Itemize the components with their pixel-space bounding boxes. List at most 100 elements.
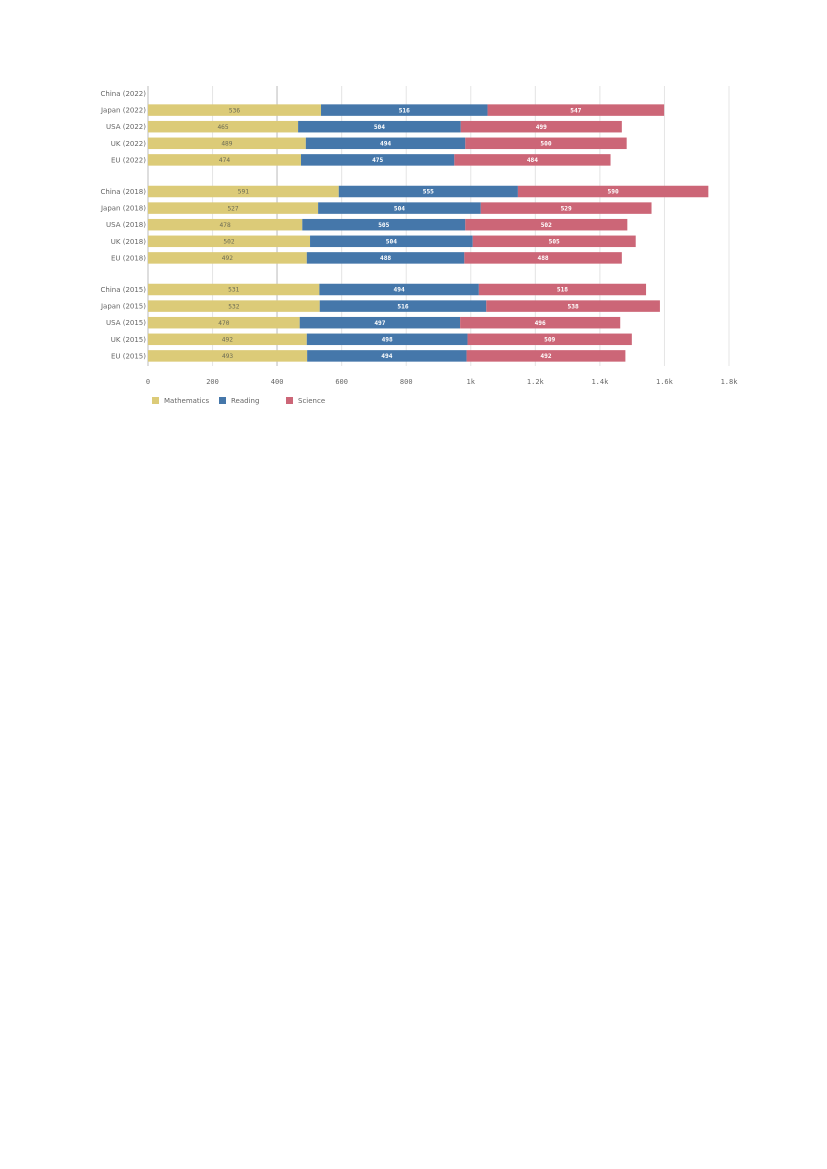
- bar-segment-reading: [321, 104, 488, 116]
- bar-segment-mathematics: [148, 218, 303, 231]
- data-label: 496: [535, 320, 546, 327]
- bar-segment-mathematics: [148, 137, 306, 150]
- bar-segment-science: [465, 218, 628, 231]
- category-label: China (2022): [101, 90, 147, 98]
- data-label: 504: [386, 239, 397, 246]
- data-label: 532: [228, 303, 239, 310]
- category-label: EU (2015): [111, 352, 146, 360]
- x-tick-label: 1k: [467, 378, 476, 386]
- x-tick-label: 400: [271, 378, 284, 386]
- data-label: 555: [423, 189, 434, 196]
- bar-segment-mathematics: [148, 283, 320, 296]
- legend-swatch-reading: [219, 397, 226, 404]
- data-label: 492: [222, 255, 233, 262]
- category-label: Japan (2015): [100, 303, 146, 311]
- x-tick-label: 1.6k: [656, 378, 674, 386]
- category-label: China (2015): [101, 286, 147, 294]
- data-label: 547: [570, 107, 581, 114]
- bar-segment-mathematics: [148, 300, 320, 312]
- bar-segment-reading: [310, 235, 473, 248]
- x-tick-label: 200: [206, 378, 219, 386]
- data-label: 516: [399, 107, 410, 114]
- bar-segment-reading: [302, 218, 466, 231]
- data-label: 498: [382, 337, 393, 344]
- bar-segment-science: [517, 185, 709, 198]
- bar-segment-reading: [306, 252, 465, 264]
- bar-segment-reading: [307, 350, 467, 362]
- bar-segment-science: [464, 252, 622, 264]
- data-label: 494: [394, 287, 405, 294]
- bar-segment-reading: [305, 137, 466, 150]
- bar-segment-science: [487, 104, 665, 116]
- data-label: 504: [394, 205, 405, 212]
- bar-segment-reading: [338, 185, 518, 198]
- bar-segment-science: [480, 202, 652, 214]
- data-label: 499: [536, 124, 547, 131]
- bar-segment-mathematics: [148, 350, 308, 362]
- x-tick-label: 1.2k: [527, 378, 545, 386]
- bar-segment-mathematics: [148, 333, 307, 346]
- bar-segment-science: [454, 154, 611, 166]
- bar-segment-science: [472, 235, 636, 248]
- data-label: 465: [217, 124, 228, 131]
- category-label: EU (2018): [111, 254, 146, 262]
- data-label: 494: [380, 141, 391, 148]
- bar-segment-reading: [299, 316, 461, 329]
- bar-segment-science: [467, 333, 632, 346]
- legend-label-mathematics: Mathematics: [164, 397, 209, 405]
- bar-segment-reading: [319, 283, 479, 296]
- bar-segment-science: [460, 120, 622, 133]
- data-label: 509: [544, 337, 555, 344]
- data-label: 538: [568, 303, 579, 310]
- bar-segment-mathematics: [148, 235, 311, 248]
- data-label: 505: [549, 239, 560, 246]
- data-label: 474: [219, 157, 230, 164]
- bar-segment-science: [478, 283, 647, 296]
- data-label: 492: [540, 353, 551, 360]
- legend-label-reading: Reading: [231, 397, 259, 405]
- bar-segment-reading: [319, 300, 487, 312]
- data-label: 470: [218, 320, 229, 327]
- data-label: 494: [381, 353, 392, 360]
- x-axis-ticks: 0 200 400 600 800 1k 1.2k 1.4k 1.6k 1.8k: [146, 378, 738, 386]
- data-label: 536: [229, 107, 240, 114]
- category-label: UK (2022): [111, 140, 146, 148]
- data-label: 504: [374, 124, 385, 131]
- data-label: 527: [227, 205, 238, 212]
- legend-swatch-science: [286, 397, 293, 404]
- bar-segment-science: [465, 137, 627, 150]
- data-label: 516: [397, 303, 408, 310]
- category-label: UK (2015): [111, 336, 146, 344]
- data-label: 484: [527, 157, 538, 164]
- category-label: EU (2022): [111, 156, 146, 164]
- data-label: 475: [372, 157, 383, 164]
- data-label: 591: [238, 189, 249, 196]
- data-label: 529: [561, 205, 572, 212]
- bar-segment-mathematics: [148, 120, 299, 133]
- bar-segment-mathematics: [148, 202, 319, 214]
- bar-segment-mathematics: [148, 316, 300, 329]
- x-tick-label: 600: [335, 378, 348, 386]
- data-label: 500: [540, 141, 551, 148]
- legend: Mathematics Reading Science: [152, 397, 325, 405]
- category-labels: China (2022) Japan (2022) USA (2022) UK (20…: [100, 90, 146, 360]
- data-label: 493: [222, 353, 233, 360]
- data-label: 497: [374, 320, 385, 327]
- category-label: UK (2018): [111, 238, 146, 246]
- category-label: USA (2022): [106, 123, 146, 131]
- bars: 536 516 547 465 504 499 489 494 500 474 475 484 591 5…: [148, 104, 709, 362]
- x-tick-label: 0: [146, 378, 150, 386]
- x-tick-label: 800: [400, 378, 413, 386]
- data-label: 502: [541, 222, 552, 229]
- category-label: Japan (2018): [100, 205, 146, 213]
- legend-label-science: Science: [298, 397, 325, 405]
- data-label: 590: [608, 189, 619, 196]
- x-tick-label: 1.8k: [721, 378, 739, 386]
- bar-segment-reading: [318, 202, 481, 214]
- category-label: USA (2015): [106, 319, 146, 327]
- category-label: USA (2018): [106, 221, 146, 229]
- data-label: 478: [220, 222, 231, 229]
- bar-segment-mathematics: [148, 154, 301, 166]
- bar-segment-science: [466, 350, 626, 362]
